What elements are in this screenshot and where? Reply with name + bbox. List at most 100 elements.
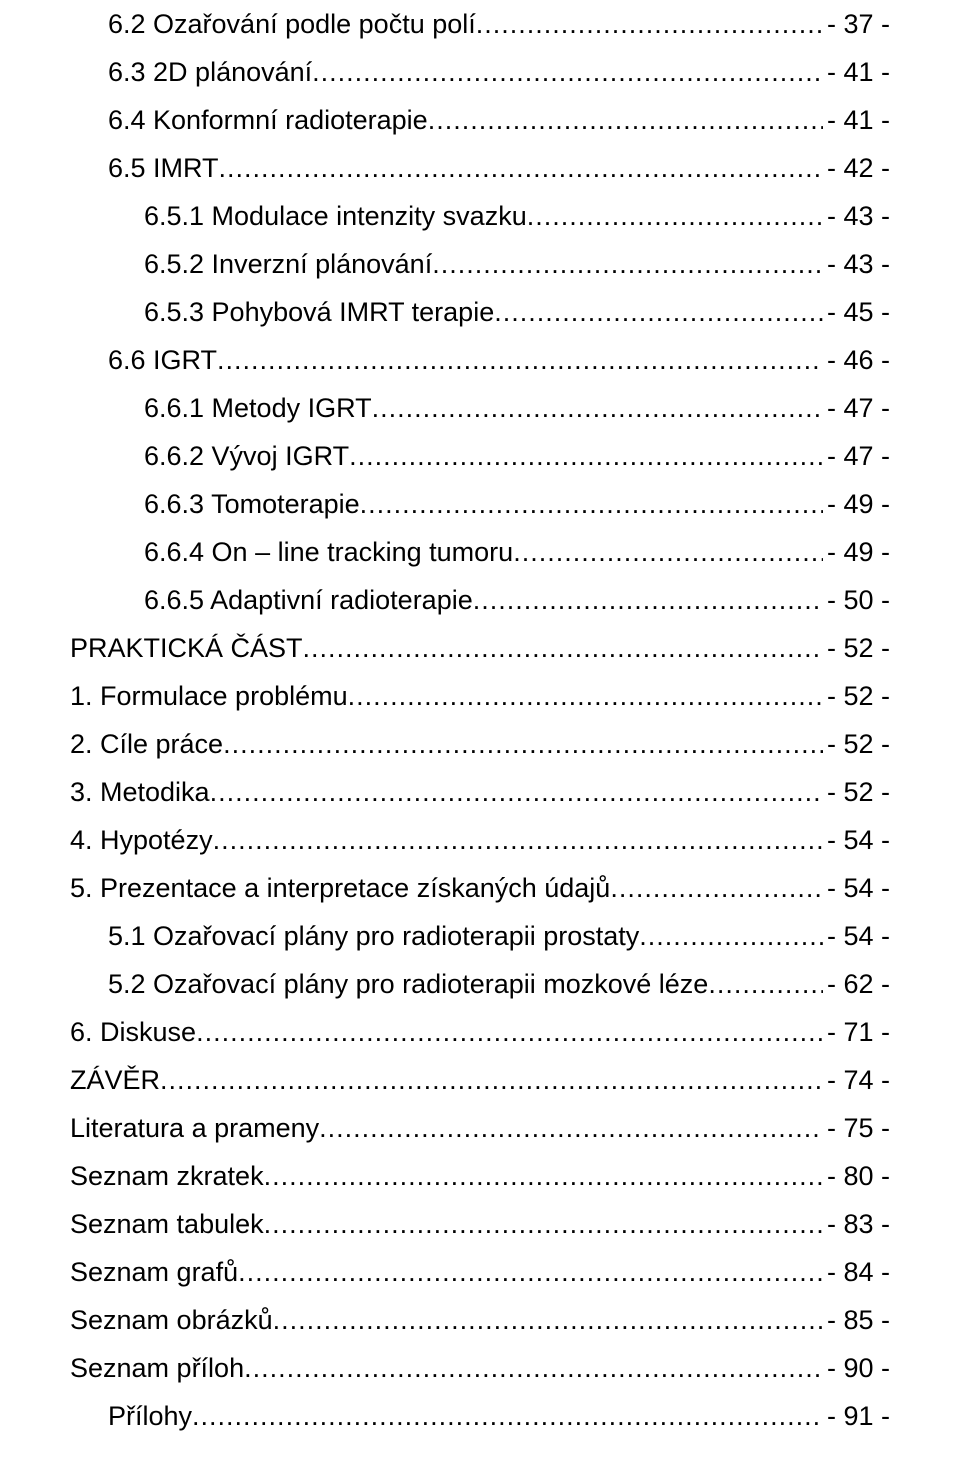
toc-entry-page: - 80 - bbox=[823, 1152, 890, 1200]
toc-entry-page: - 52 - bbox=[823, 720, 890, 768]
toc-entry-title: Literatura a prameny bbox=[70, 1104, 319, 1152]
toc-entry: 6. Diskuse - 71 - bbox=[70, 1008, 890, 1056]
toc-entry-title: 3. Metodika bbox=[70, 768, 210, 816]
toc-leader-dots bbox=[527, 192, 823, 240]
toc-leader-dots bbox=[303, 624, 823, 672]
toc-leader-dots bbox=[264, 1200, 823, 1248]
toc-leader-dots bbox=[476, 0, 823, 48]
toc-leader-dots bbox=[238, 1248, 823, 1296]
toc-entry-title: 5.2 Ozařovací plány pro radioterapii moz… bbox=[108, 960, 708, 1008]
toc-leader-dots bbox=[273, 1296, 823, 1344]
toc-entry: ZÁVĚR - 74 - bbox=[70, 1056, 890, 1104]
toc-entry: 6.6.3 Tomoterapie- 49 - bbox=[70, 480, 890, 528]
toc-entry-page: - 43 - bbox=[823, 192, 890, 240]
toc-entry: 5.2 Ozařovací plány pro radioterapii moz… bbox=[70, 960, 890, 1008]
toc-entry-title: 4. Hypotézy bbox=[70, 816, 213, 864]
toc-entry-title: Seznam tabulek bbox=[70, 1200, 264, 1248]
toc-entry: 6.6.4 On – line tracking tumoru - 49 - bbox=[70, 528, 890, 576]
toc-entry-page: - 49 - bbox=[823, 528, 890, 576]
toc-leader-dots bbox=[319, 1104, 823, 1152]
toc-entry-title: 6.5.1 Modulace intenzity svazku bbox=[144, 192, 527, 240]
toc-leader-dots bbox=[372, 384, 823, 432]
toc-leader-dots bbox=[219, 144, 823, 192]
toc-entry-title: 6.5 IMRT bbox=[108, 144, 219, 192]
toc-entry: Přílohy - 91 - bbox=[70, 1392, 890, 1440]
toc-entry-page: - 85 - bbox=[823, 1296, 890, 1344]
toc-entry-title: 6.6.2 Vývoj IGRT bbox=[144, 432, 349, 480]
toc-entry-title: PRAKTICKÁ ČÁST bbox=[70, 624, 303, 672]
toc-entry-page: - 84 - bbox=[823, 1248, 890, 1296]
toc-leader-dots bbox=[223, 720, 823, 768]
toc-entry: PRAKTICKÁ ČÁST - 52 - bbox=[70, 624, 890, 672]
toc-entry-title: 6.6.3 Tomoterapie bbox=[144, 480, 360, 528]
toc-entry-title: Seznam grafů bbox=[70, 1248, 238, 1296]
toc-entry-page: - 90 - bbox=[823, 1344, 890, 1392]
toc-entry: 6.6.2 Vývoj IGRT - 47 - bbox=[70, 432, 890, 480]
toc-leader-dots bbox=[428, 96, 823, 144]
toc-entry-page: - 83 - bbox=[823, 1200, 890, 1248]
toc-entry-page: - 54 - bbox=[823, 864, 890, 912]
toc-leader-dots bbox=[639, 912, 823, 960]
toc-entry: 5.1 Ozařovací plány pro radioterapii pro… bbox=[70, 912, 890, 960]
toc-leader-dots bbox=[513, 528, 823, 576]
toc-entry-page: - 41 - bbox=[823, 48, 890, 96]
toc-leader-dots bbox=[196, 1008, 823, 1056]
toc-entry: Seznam tabulek - 83 - bbox=[70, 1200, 890, 1248]
toc-entry: 6.6.1 Metody IGRT - 47 - bbox=[70, 384, 890, 432]
toc-leader-dots bbox=[312, 48, 823, 96]
toc-leader-dots bbox=[349, 432, 823, 480]
toc-entry-title: 5.1 Ozařovací plány pro radioterapii pro… bbox=[108, 912, 639, 960]
toc-entry-page: - 75 - bbox=[823, 1104, 890, 1152]
toc-entry: Literatura a prameny - 75 - bbox=[70, 1104, 890, 1152]
toc-entry: 6.5.2 Inverzní plánování- 43 - bbox=[70, 240, 890, 288]
toc-leader-dots bbox=[264, 1152, 823, 1200]
toc-entry-title: 2. Cíle práce bbox=[70, 720, 223, 768]
toc-entry: 6.6.5 Adaptivní radioterapie- 50 - bbox=[70, 576, 890, 624]
toc-entry-page: - 52 - bbox=[823, 624, 890, 672]
toc-entry-title: ZÁVĚR bbox=[70, 1056, 160, 1104]
toc-leader-dots bbox=[432, 240, 823, 288]
toc-entry-page: - 62 - bbox=[823, 960, 890, 1008]
toc-entry-title: 6.5.3 Pohybová IMRT terapie bbox=[144, 288, 494, 336]
toc-entry-title: 6.6 IGRT bbox=[108, 336, 217, 384]
toc-entry-page: - 47 - bbox=[823, 432, 890, 480]
toc-entry: 6.4 Konformní radioterapie- 41 - bbox=[70, 96, 890, 144]
toc-entry: 4. Hypotézy - 54 - bbox=[70, 816, 890, 864]
toc-entry: 1. Formulace problému - 52 - bbox=[70, 672, 890, 720]
toc-entry-title: 5. Prezentace a interpretace získaných ú… bbox=[70, 864, 610, 912]
toc-entry: Seznam grafů - 84 - bbox=[70, 1248, 890, 1296]
toc-entry-page: - 52 - bbox=[823, 768, 890, 816]
toc-leader-dots bbox=[473, 576, 823, 624]
toc-entry-title: 6.5.2 Inverzní plánování bbox=[144, 240, 432, 288]
toc-leader-dots bbox=[244, 1344, 823, 1392]
toc-page: 6.2 Ozařování podle počtu polí- 37 -6.3 … bbox=[0, 0, 960, 1480]
toc-leader-dots bbox=[160, 1056, 823, 1104]
toc-entry-title: 6.6.1 Metody IGRT bbox=[144, 384, 372, 432]
toc-entry: 6.3 2D plánování - 41 - bbox=[70, 48, 890, 96]
toc-entry-page: - 52 - bbox=[823, 672, 890, 720]
toc-leader-dots bbox=[192, 1392, 823, 1440]
toc-entry-title: 6.6.5 Adaptivní radioterapie bbox=[144, 576, 473, 624]
toc-entry-page: - 74 - bbox=[823, 1056, 890, 1104]
toc-entry-title: Seznam obrázků bbox=[70, 1296, 273, 1344]
toc-entry-title: 6.3 2D plánování bbox=[108, 48, 312, 96]
toc-entry: Seznam zkratek- 80 - bbox=[70, 1152, 890, 1200]
toc-entry-title: 1. Formulace problému bbox=[70, 672, 348, 720]
toc-leader-dots bbox=[360, 480, 823, 528]
toc-entry-page: - 71 - bbox=[823, 1008, 890, 1056]
toc-entry-title: 6.6.4 On – line tracking tumoru bbox=[144, 528, 513, 576]
toc-entry-page: - 47 - bbox=[823, 384, 890, 432]
toc-leader-dots bbox=[217, 336, 823, 384]
toc-entry: Seznam obrázků - 85 - bbox=[70, 1296, 890, 1344]
toc-entry: 6.5.3 Pohybová IMRT terapie- 45 - bbox=[70, 288, 890, 336]
toc-entry: 2. Cíle práce - 52 - bbox=[70, 720, 890, 768]
toc-entry: 6.5 IMRT- 42 - bbox=[70, 144, 890, 192]
toc-entry-page: - 91 - bbox=[823, 1392, 890, 1440]
toc-entry-title: 6.4 Konformní radioterapie bbox=[108, 96, 428, 144]
toc-entry-title: Přílohy bbox=[108, 1392, 192, 1440]
toc-entry-title: 6.2 Ozařování podle počtu polí bbox=[108, 0, 476, 48]
toc-entry-title: 6. Diskuse bbox=[70, 1008, 196, 1056]
toc-entry-page: - 37 - bbox=[823, 0, 890, 48]
toc-entry-page: - 54 - bbox=[823, 816, 890, 864]
toc-leader-dots bbox=[708, 960, 823, 1008]
